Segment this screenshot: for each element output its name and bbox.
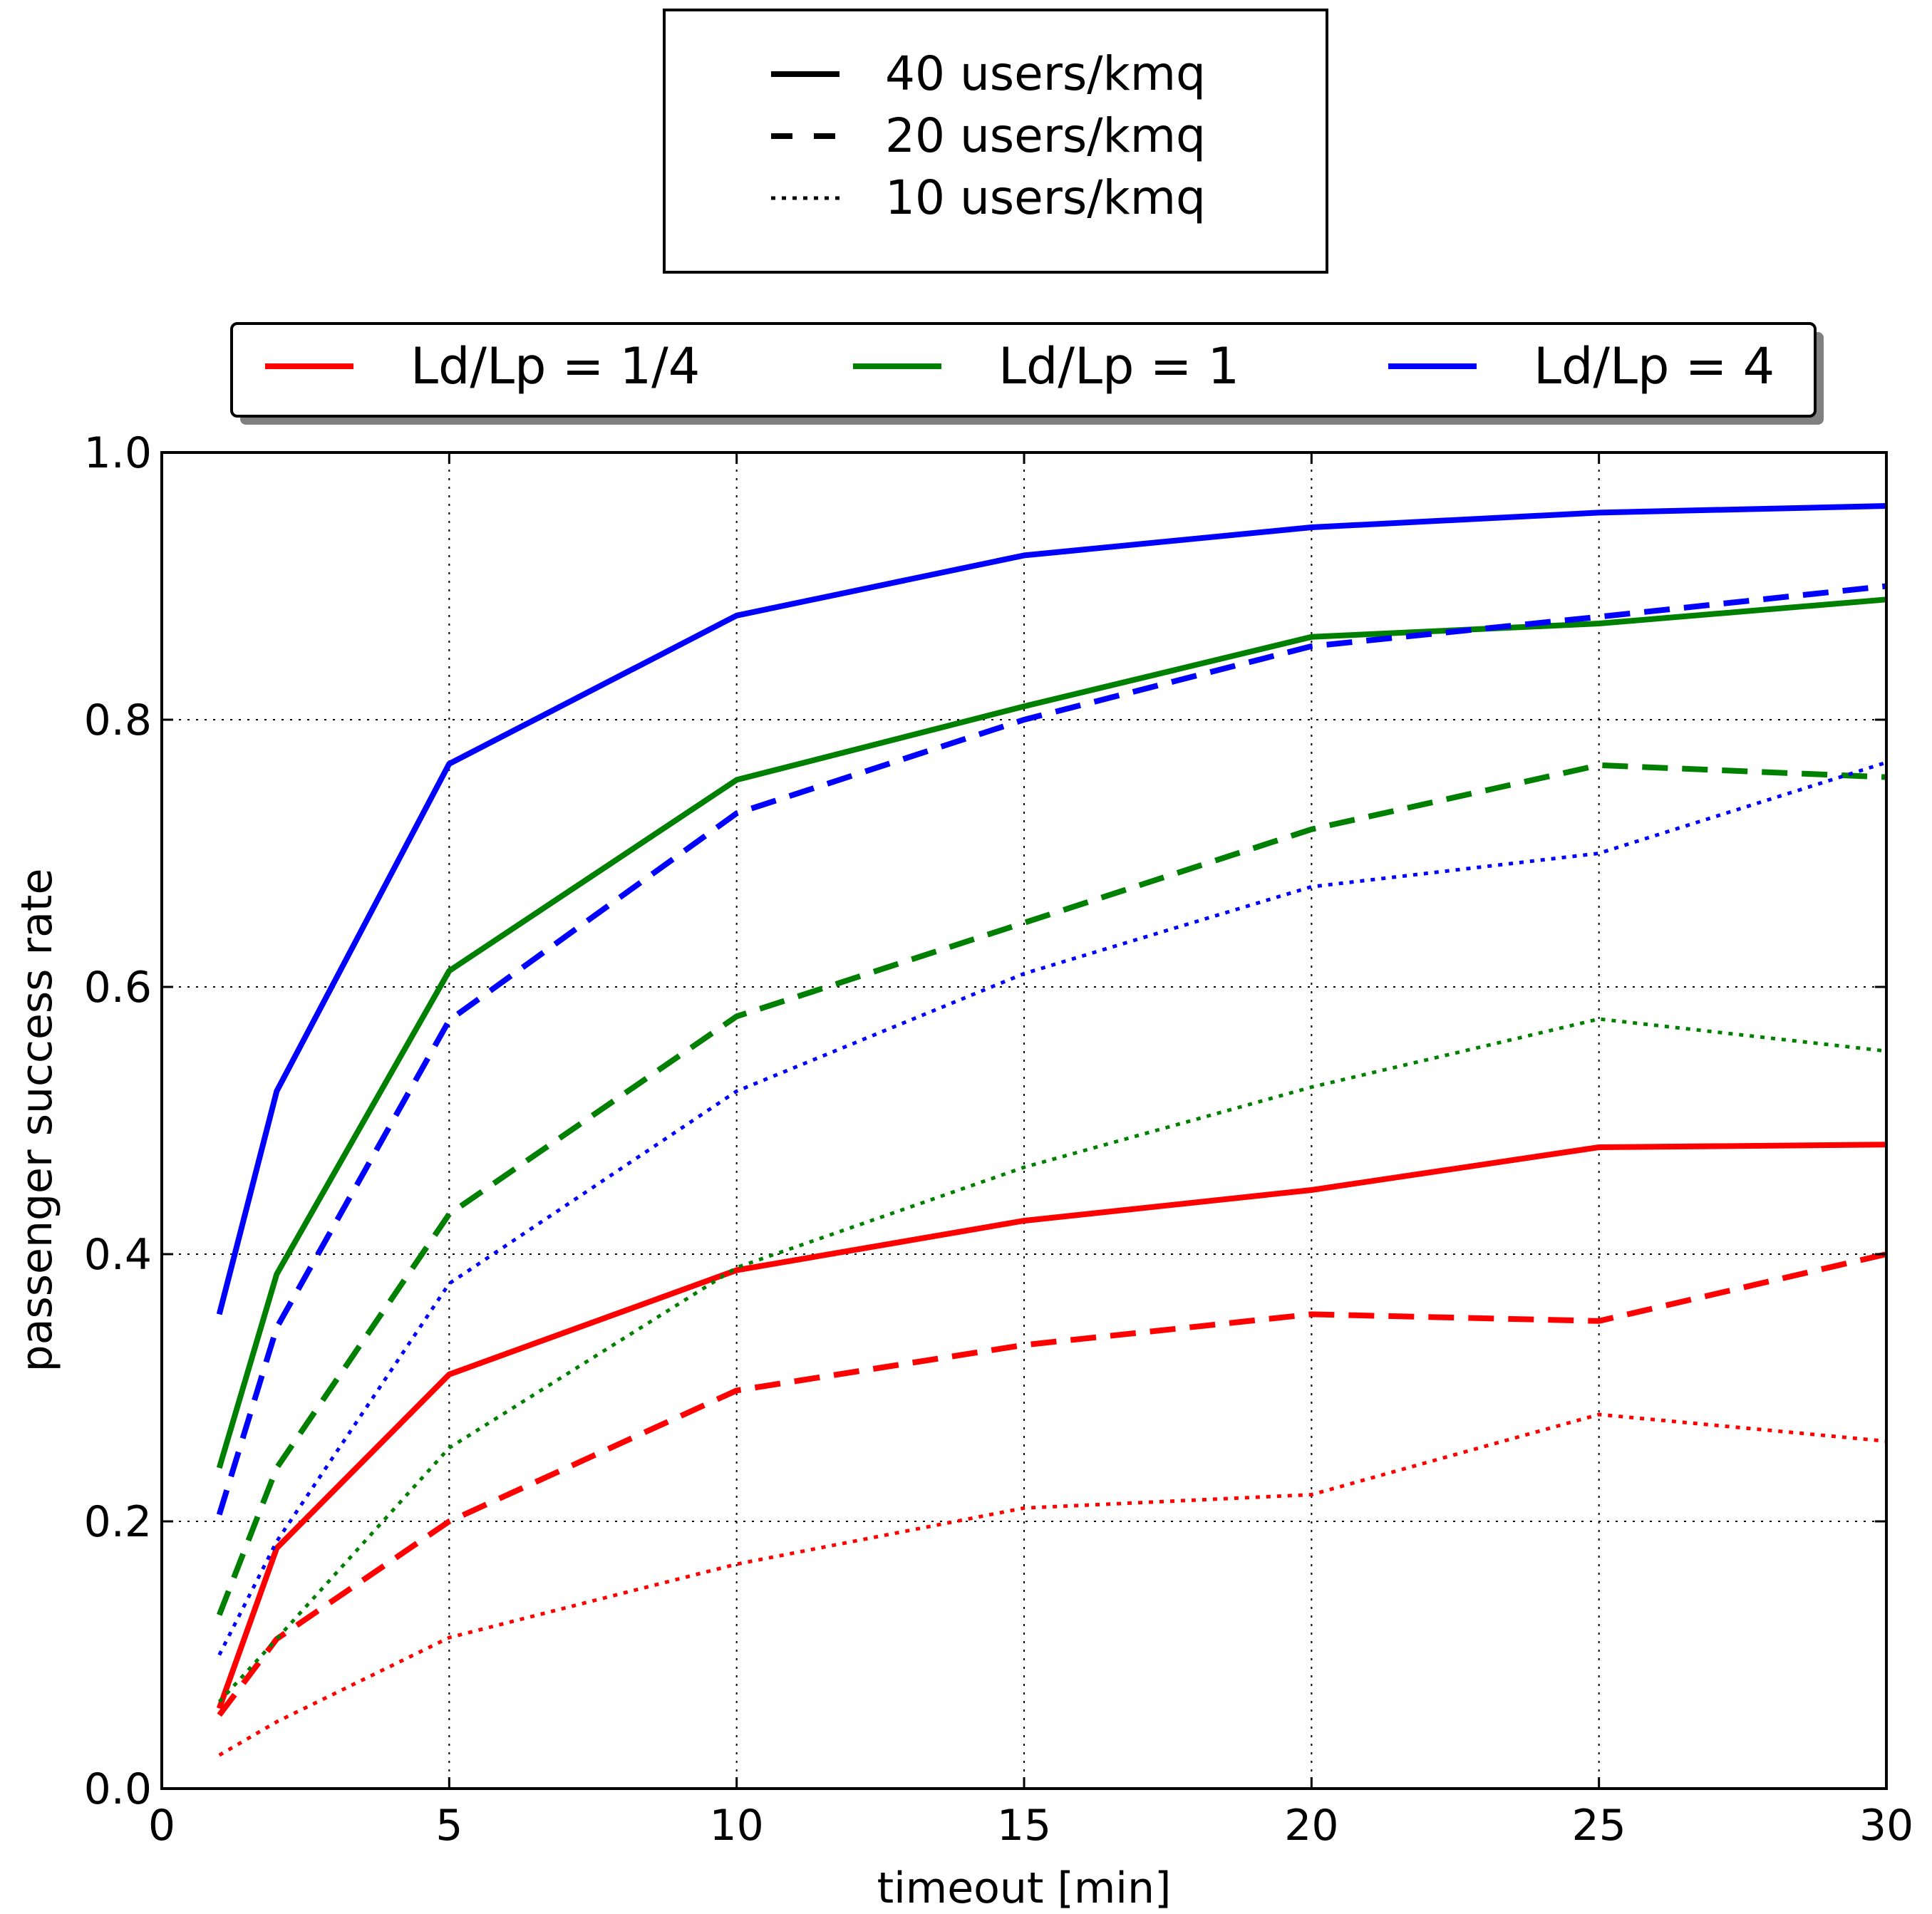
y-tick-label: 0.8 (84, 695, 152, 745)
y-axis-label: passenger success rate (12, 869, 62, 1372)
style-legend-label: 10 users/kmq (885, 170, 1206, 225)
series-line-0000ff-dashed (216, 583, 1887, 1516)
x-tick-label: 0 (148, 1801, 175, 1851)
x-axis-label: timeout [min] (877, 1863, 1172, 1913)
style-legend: 40 users/kmq 20 users/kmq 10 users/kmq (663, 9, 1328, 274)
y-tick-label: 0.4 (84, 1230, 152, 1280)
x-tick-label: 15 (997, 1801, 1051, 1851)
y-tick-label: 0.6 (84, 963, 152, 1013)
series-line-008000-dotted (217, 1017, 1887, 1703)
series-line-008000-dashed (216, 762, 1887, 1616)
style-legend-label: 20 users/kmq (885, 108, 1206, 163)
series-line-008000-solid (216, 596, 1887, 1469)
x-tick-label: 20 (1284, 1801, 1338, 1851)
style-legend-frame (663, 9, 1328, 274)
series-line-ff0000-dotted (218, 1412, 1887, 1757)
series-line-ff0000-solid (216, 1142, 1887, 1709)
y-tick-label: 0.2 (84, 1497, 152, 1547)
color-legend-frame (230, 322, 1817, 418)
color-legend-label: Ld/Lp = 1/4 (410, 337, 700, 395)
series-line-ff0000-dashed (217, 1251, 1887, 1717)
y-tick-label: 1.0 (84, 428, 152, 478)
x-tick-label: 10 (709, 1801, 763, 1851)
series-line-0000ff-solid (216, 503, 1887, 1315)
x-tick-label: 5 (435, 1801, 463, 1851)
x-tick-label: 25 (1571, 1801, 1626, 1851)
color-legend-label: Ld/Lp = 4 (1534, 337, 1775, 395)
color-legend-label: Ld/Lp = 1 (998, 337, 1239, 395)
style-legend-label: 40 users/kmq (885, 46, 1206, 101)
color-legend: Ld/Lp = 1/4 Ld/Lp = 1 Ld/Lp = 4 (230, 322, 1824, 425)
y-tick-label: 0.0 (84, 1764, 152, 1814)
x-tick-label: 30 (1859, 1801, 1913, 1851)
plot-area: 0 5 10 15 20 25 30 0.0 0.2 0.4 0.6 0.8 1.0 (84, 428, 1914, 1851)
